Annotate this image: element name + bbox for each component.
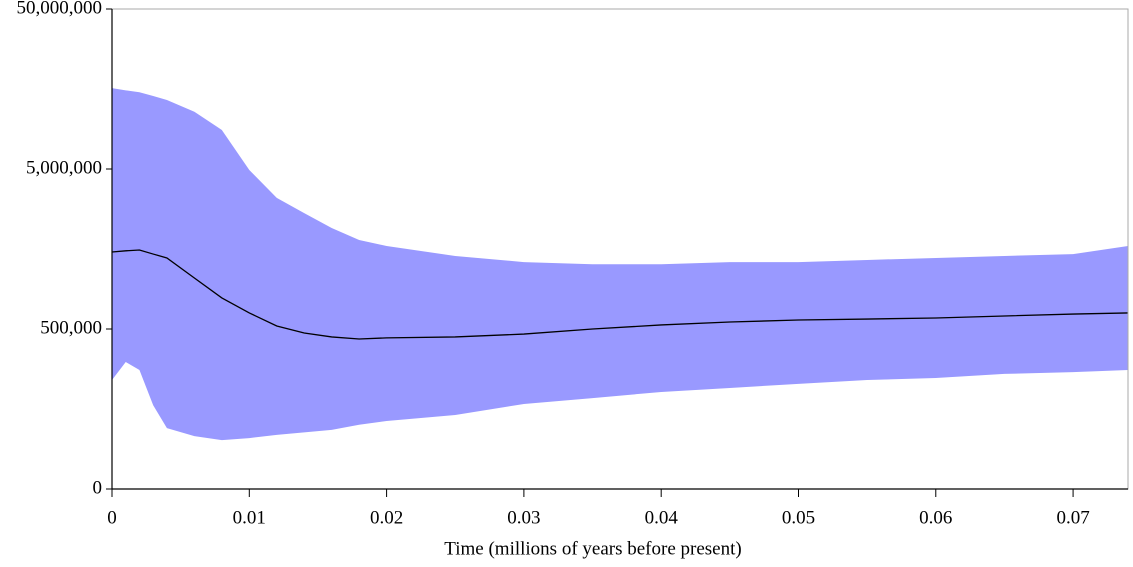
x-tick-label: 0.01 <box>233 507 266 528</box>
y-tick-label: 50,000,000 <box>17 0 103 18</box>
x-tick-label: 0.02 <box>370 507 403 528</box>
y-tick-label: 0 <box>93 477 103 498</box>
x-tick-label: 0.07 <box>1056 507 1089 528</box>
x-axis-label: Time (millions of years before present) <box>444 538 741 559</box>
x-tick-label: 0.06 <box>919 507 952 528</box>
x-tick-label: 0.03 <box>507 507 540 528</box>
x-tick-label: 0.05 <box>782 507 815 528</box>
x-tick-label: 0.04 <box>645 507 679 528</box>
x-tick-label: 0 <box>107 507 117 528</box>
hpd-band <box>112 88 1128 441</box>
median-line <box>111 249 1129 340</box>
y-tick-label: 5,000,000 <box>26 157 102 178</box>
y-tick-label: 500,000 <box>40 317 102 338</box>
